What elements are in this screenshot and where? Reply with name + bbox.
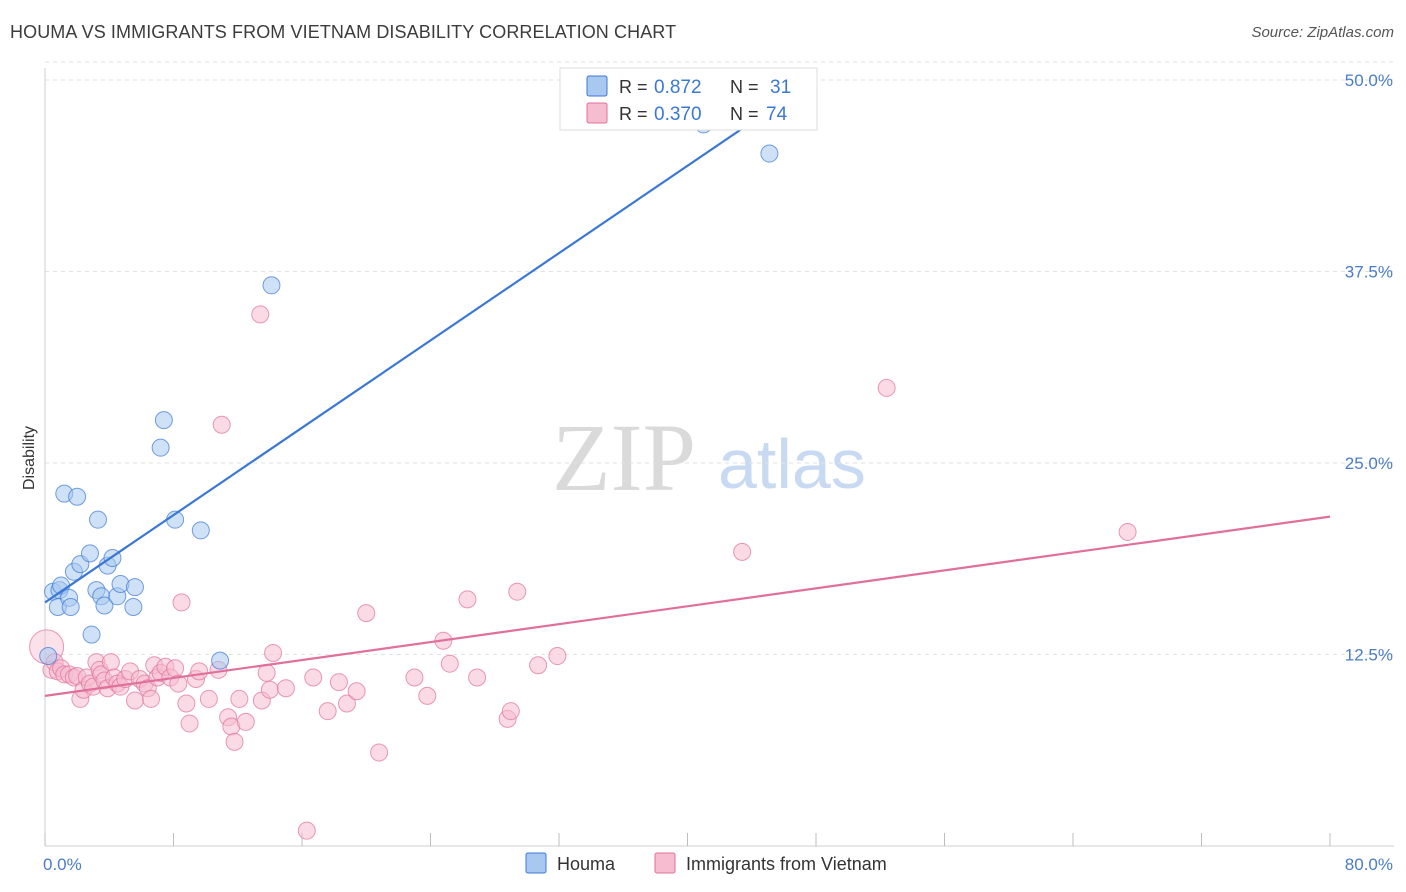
vietnam-point-57 [304, 668, 323, 687]
vietnam-point-77 [1118, 522, 1137, 541]
vietnam-point-59 [329, 673, 348, 692]
legend-n-value-vietnam: 74 [766, 104, 788, 125]
vietnam-point-67 [440, 654, 459, 673]
vietnam-point-60 [337, 694, 356, 713]
houma-point-12 [82, 625, 101, 644]
bottom-legend-swatch-houma [525, 852, 547, 874]
houma-point-9 [68, 487, 87, 506]
series-vietnam-points [29, 305, 1137, 840]
houma-point-21 [124, 598, 143, 617]
vietnam-point-54 [264, 643, 283, 662]
vietnam-point-37 [172, 593, 191, 612]
vietnam-point-72 [508, 582, 527, 601]
vietnam-point-29 [142, 689, 161, 708]
vietnam-point-68 [458, 590, 477, 609]
vietnam-point-76 [877, 378, 896, 397]
legend-swatch-vietnam [586, 102, 608, 124]
vietnam-point-62 [357, 604, 376, 623]
houma-point-27 [211, 651, 230, 670]
y-tick-label-3: 50.0% [1345, 71, 1393, 90]
vietnam-point-75 [733, 542, 752, 561]
vietnam-point-73 [529, 656, 548, 675]
vietnam-point-47 [225, 732, 244, 751]
vietnam-point-49 [236, 712, 255, 731]
vietnam-point-48 [230, 689, 249, 708]
houma-point-24 [154, 411, 173, 430]
x-tick-label-max: 80.0% [1345, 855, 1393, 874]
vietnam-point-39 [180, 714, 199, 733]
chart-source: Source: ZipAtlas.com [1251, 24, 1394, 41]
vietnam-point-63 [370, 743, 389, 762]
y-tick-labels: 12.5% 25.0% 37.5% 50.0% [1345, 71, 1393, 665]
y-tick-label-2: 37.5% [1345, 263, 1393, 282]
vietnam-point-65 [418, 686, 437, 705]
legend-r-value-vietnam: 0.370 [654, 104, 702, 125]
bottom-legend: Houma Immigrants from Vietnam [525, 852, 887, 874]
houma-point-26 [191, 521, 210, 540]
gridlines [45, 61, 1394, 655]
legend-r-value-houma: 0.872 [654, 77, 702, 98]
chart-title: HOUMA VS IMMIGRANTS FROM VIETNAM DISABIL… [10, 22, 677, 42]
legend-r-label-houma: R = [619, 77, 648, 97]
vietnam-point-50 [251, 305, 270, 324]
vietnam-point-53 [260, 680, 279, 699]
houma-point-0 [39, 647, 58, 666]
houma-point-28 [262, 276, 281, 295]
vietnam-point-41 [190, 662, 209, 681]
axes [44, 68, 1394, 847]
vietnam-point-71 [501, 702, 520, 721]
x-ticks [44, 833, 1331, 846]
vietnam-point-52 [257, 663, 276, 682]
vietnam-point-55 [276, 679, 295, 698]
vietnam-point-42 [199, 689, 218, 708]
vietnam-point-74 [548, 647, 567, 666]
watermark-zip: ZIP [552, 404, 696, 511]
legend-n-value-houma: 31 [770, 77, 791, 98]
bottom-legend-label-houma: Houma [557, 854, 616, 874]
houma-point-23 [151, 438, 170, 457]
vietnam-point-38 [177, 694, 196, 713]
legend-n-label-houma: N = [730, 77, 759, 97]
vietnam-trend-line [44, 515, 1331, 697]
vietnam-point-64 [405, 668, 424, 687]
houma-point-14 [89, 510, 108, 529]
houma-point-16 [95, 596, 114, 615]
vietnam-point-56 [297, 821, 316, 840]
y-tick-label-1: 25.0% [1345, 454, 1393, 473]
stats-legend: R = 0.872 N = 31 R = 0.370 N = 74 [559, 67, 818, 131]
watermark-atlas: atlas [718, 425, 866, 503]
x-tick-label-min: 0.0% [43, 855, 82, 874]
houma-point-22 [125, 578, 144, 597]
vietnam-point-61 [347, 682, 366, 701]
y-tick-label-0: 12.5% [1345, 646, 1393, 665]
houma-trend-line [44, 77, 817, 604]
legend-swatch-houma [586, 75, 608, 97]
houma-point-11 [80, 544, 99, 563]
vietnam-point-19 [101, 653, 120, 672]
legend-n-label-vietnam: N = [730, 104, 759, 124]
series-houma-points [39, 115, 779, 670]
bottom-legend-swatch-vietnam [654, 852, 676, 874]
trend-lines [44, 77, 1331, 697]
vietnam-point-25 [125, 691, 144, 710]
vietnam-point-36 [169, 674, 188, 693]
vietnam-point-58 [318, 702, 337, 721]
vietnam-point-69 [468, 668, 487, 687]
houma-point-30 [760, 144, 779, 163]
bottom-legend-label-vietnam: Immigrants from Vietnam [686, 854, 887, 874]
houma-point-7 [61, 598, 80, 617]
legend-r-label-vietnam: R = [619, 104, 648, 124]
y-axis-label: Disability [21, 426, 38, 490]
vietnam-point-44 [212, 415, 231, 434]
vietnam-point-35 [166, 659, 185, 678]
